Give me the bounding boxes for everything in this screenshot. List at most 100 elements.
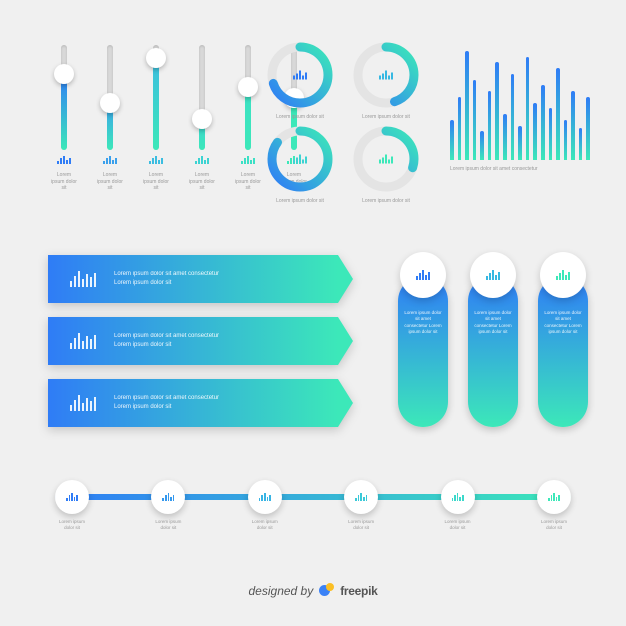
slider-caption: Lorem ipsum dolor sit	[142, 172, 170, 192]
slider-knob[interactable]	[100, 93, 120, 113]
slider-5[interactable]: Lorem ipsum dolor sit	[234, 45, 262, 192]
freepik-logo-icon	[319, 583, 334, 598]
pill-body	[398, 276, 448, 427]
slider-3[interactable]: Lorem ipsum dolor sit	[142, 45, 170, 192]
slider-caption: Lorem ipsum dolor sit	[188, 172, 216, 192]
bar-chart-icon	[66, 493, 78, 501]
timeline-node-circle	[151, 480, 185, 514]
infographic-canvas: Lorem ipsum dolor sit Lorem ipsum dolor …	[0, 0, 626, 626]
bar-chart-icon	[548, 493, 560, 501]
pill-text: Lorem ipsum dolor sit amet consectetur L…	[404, 310, 442, 335]
bar-chart-icon	[379, 71, 393, 80]
slider-4[interactable]: Lorem ipsum dolor sit	[188, 45, 216, 192]
slider-knob[interactable]	[54, 64, 74, 84]
bar-chart-icon	[162, 493, 174, 501]
timeline-node-caption: Lorem ipsum dolor sit	[344, 519, 378, 531]
pill-body	[538, 276, 588, 427]
timeline-node-caption: Lorem ipsum dolor sit	[537, 519, 571, 531]
column-bar	[450, 120, 454, 160]
timeline-node-circle	[441, 480, 475, 514]
ribbon-text: Lorem ipsum dolor sit amet consecteturLo…	[114, 270, 219, 288]
column-bar	[495, 62, 499, 160]
pill-column-3: Lorem ipsum dolor sit amet consectetur L…	[538, 252, 588, 427]
slider-caption: Lorem ipsum dolor sit	[234, 172, 262, 192]
bar-chart-icon	[379, 155, 393, 164]
timeline-node-caption: Lorem ipsum dolor sit	[55, 519, 89, 531]
ribbon-banner-1: .ribbon:nth-child(1)::after{border-left:…	[48, 255, 338, 303]
column-chart: Lorem ipsum dolor sit amet consectetur	[450, 45, 590, 180]
column-bar	[533, 103, 537, 161]
ribbon-banner-2: .ribbon:nth-child(2)::after{border-left:…	[48, 317, 338, 365]
slider-fill	[153, 58, 159, 150]
timeline-node-caption: Lorem ipsum dolor sit	[248, 519, 282, 531]
bar-chart-icon	[486, 270, 500, 280]
column-bar	[549, 108, 553, 160]
slider-fill	[61, 74, 67, 150]
timeline-node-caption: Lorem ipsum dolor sit	[151, 519, 185, 531]
column-bar	[556, 68, 560, 160]
timeline-node-3: Lorem ipsum dolor sit	[248, 480, 282, 531]
column-bar	[564, 120, 568, 160]
pill-column-1: Lorem ipsum dolor sit amet consectetur L…	[398, 252, 448, 427]
slider-track	[153, 45, 159, 150]
ribbon-text: Lorem ipsum dolor sit amet consecteturLo…	[114, 332, 219, 350]
slider-track	[199, 45, 205, 150]
ribbon-banners-group: .ribbon:nth-child(1)::after{border-left:…	[48, 255, 338, 427]
bar-chart-icon	[416, 270, 430, 280]
timeline: Lorem ipsum dolor sit Lorem ipsum dolor …	[55, 480, 571, 540]
column-bar	[541, 85, 545, 160]
pill-body	[468, 276, 518, 427]
column-bar	[579, 128, 583, 160]
bar-chart-icon	[103, 156, 117, 164]
slider-track	[245, 45, 251, 150]
timeline-node-1: Lorem ipsum dolor sit	[55, 480, 89, 531]
donut-chart-3: Lorem ipsum dolor sit	[265, 124, 335, 194]
donut-chart-2: Lorem ipsum dolor sit	[351, 40, 421, 110]
slider-track	[107, 45, 113, 150]
ribbon-text: Lorem ipsum dolor sit amet consecteturLo…	[114, 394, 219, 412]
column-bar	[473, 80, 477, 161]
bar-chart-icon	[57, 156, 71, 164]
bar-chart-icon	[355, 493, 367, 501]
attribution: designed by freepik	[0, 583, 626, 598]
timeline-node-4: Lorem ipsum dolor sit	[344, 480, 378, 531]
attribution-brand: freepik	[340, 584, 377, 598]
timeline-node-6: Lorem ipsum dolor sit	[537, 480, 571, 531]
column-bar	[526, 57, 530, 161]
timeline-node-circle	[537, 480, 571, 514]
donut-chart-4: Lorem ipsum dolor sit	[351, 124, 421, 194]
slider-1[interactable]: Lorem ipsum dolor sit	[50, 45, 78, 192]
bar-chart-icon	[452, 493, 464, 501]
donut-charts-group: Lorem ipsum dolor sit Lorem ipsum dolor …	[265, 40, 421, 194]
donut-caption: Lorem ipsum dolor sit	[351, 198, 421, 205]
slider-knob[interactable]	[192, 109, 212, 129]
ribbon-banner-3: .ribbon:nth-child(3)::after{border-left:…	[48, 379, 338, 427]
slider-caption: Lorem ipsum dolor sit	[96, 172, 124, 192]
slider-2[interactable]: Lorem ipsum dolor sit	[96, 45, 124, 192]
column-bar	[465, 51, 469, 160]
column-bar	[518, 126, 522, 161]
timeline-node-circle	[344, 480, 378, 514]
donut-caption: Lorem ipsum dolor sit	[265, 198, 335, 205]
pill-columns-group: Lorem ipsum dolor sit amet consectetur L…	[398, 252, 588, 427]
slider-knob[interactable]	[238, 77, 258, 97]
column-bar	[503, 114, 507, 160]
bar-chart-icon	[70, 333, 96, 349]
timeline-node-2: Lorem ipsum dolor sit	[151, 480, 185, 531]
timeline-node-circle	[55, 480, 89, 514]
donut-caption: Lorem ipsum dolor sit	[265, 114, 335, 121]
slider-caption: Lorem ipsum dolor sit	[50, 172, 78, 192]
column-bar	[458, 97, 462, 160]
timeline-node-circle	[248, 480, 282, 514]
slider-knob[interactable]	[146, 48, 166, 68]
column-bar	[480, 131, 484, 160]
pill-cap	[470, 252, 516, 298]
pill-cap	[400, 252, 446, 298]
column-bar	[571, 91, 575, 160]
bar-chart-icon	[293, 155, 307, 164]
pill-text: Lorem ipsum dolor sit amet consectetur L…	[474, 310, 512, 335]
column-chart-caption: Lorem ipsum dolor sit amet consectetur	[450, 166, 590, 173]
column-bar	[511, 74, 515, 160]
bar-chart-icon	[70, 395, 96, 411]
donut-caption: Lorem ipsum dolor sit	[351, 114, 421, 121]
